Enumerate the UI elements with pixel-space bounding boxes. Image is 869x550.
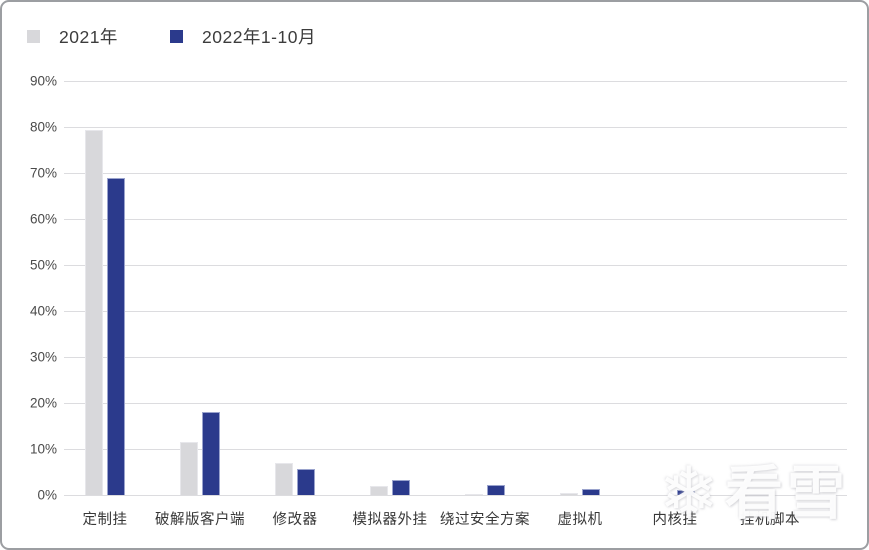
x-tick-label-模拟器外挂: 模拟器外挂 <box>352 512 428 528</box>
legend-item-2022: 2022年1-10月 <box>170 22 316 50</box>
gridline-70% <box>64 172 847 174</box>
x-tick-label-虚拟机: 虚拟机 <box>557 512 603 528</box>
gridline-20% <box>64 402 847 404</box>
y-tick-label-20%: 20% <box>29 395 57 411</box>
gridline-10% <box>64 448 847 450</box>
y-tick-label-80%: 80% <box>29 119 57 135</box>
y-tick-label-90%: 90% <box>29 73 57 89</box>
x-tick-label-挂机脚本: 挂机脚本 <box>740 512 800 528</box>
legend-label-2021: 2021年 <box>59 26 118 47</box>
gridline-0% <box>64 494 847 496</box>
y-tick-label-70%: 70% <box>29 165 57 181</box>
bar-绕过安全方案-2021年 <box>465 493 483 495</box>
gridline-60% <box>64 218 847 220</box>
x-tick-label-内核挂: 内核挂 <box>652 512 698 528</box>
bar-定制挂-2022年1-10月 <box>107 177 125 495</box>
bar-虚拟机-2021年 <box>560 493 578 495</box>
bar-虚拟机-2022年1-10月 <box>582 489 600 495</box>
gridline-90% <box>64 80 847 82</box>
y-tick-label-60%: 60% <box>29 211 57 227</box>
y-tick-label-30%: 30% <box>29 349 57 365</box>
x-tick-label-修改器: 修改器 <box>272 512 318 528</box>
y-axis-labels: 0% 10% 20% 30% 40% 50% 60% 70% 80% 90% <box>2 74 57 503</box>
bar-定制挂-2021年 <box>85 130 103 495</box>
x-tick-label-定制挂: 定制挂 <box>82 512 128 528</box>
legend-swatch-2021 <box>27 29 40 43</box>
y-tick-label-40%: 40% <box>29 303 57 319</box>
plot-area <box>64 80 847 496</box>
y-tick-label-0%: 0% <box>37 487 57 503</box>
legend-swatch-2022 <box>170 29 183 43</box>
bar-绕过安全方案-2022年1-10月 <box>487 485 505 495</box>
y-tick-label-50%: 50% <box>29 257 57 273</box>
x-tick-label-绕过安全方案: 绕过安全方案 <box>440 512 530 528</box>
bar-破解版客户端-2022年1-10月 <box>202 412 220 495</box>
bar-破解版客户端-2021年 <box>180 442 198 495</box>
y-tick-label-10%: 10% <box>29 441 57 457</box>
bar-修改器-2021年 <box>275 462 293 495</box>
gridline-50% <box>64 264 847 266</box>
legend-item-2021: 2021年 <box>27 22 118 50</box>
x-tick-label-破解版客户端: 破解版客户端 <box>155 512 245 528</box>
x-axis-labels: 定制挂 破解版客户端 修改器 模拟器外挂 绕过安全方案 虚拟机 内核挂 挂机脚本 <box>64 505 847 531</box>
bar-修改器-2022年1-10月 <box>297 468 315 495</box>
bar-内核挂-2022年1-10月 <box>677 490 695 495</box>
gridline-80% <box>64 126 847 128</box>
bar-模拟器外挂-2021年 <box>370 485 388 495</box>
gridline-40% <box>64 310 847 312</box>
legend-label-2022: 2022年1-10月 <box>202 26 316 47</box>
bar-模拟器外挂-2022年1-10月 <box>392 479 410 495</box>
gridline-30% <box>64 356 847 358</box>
